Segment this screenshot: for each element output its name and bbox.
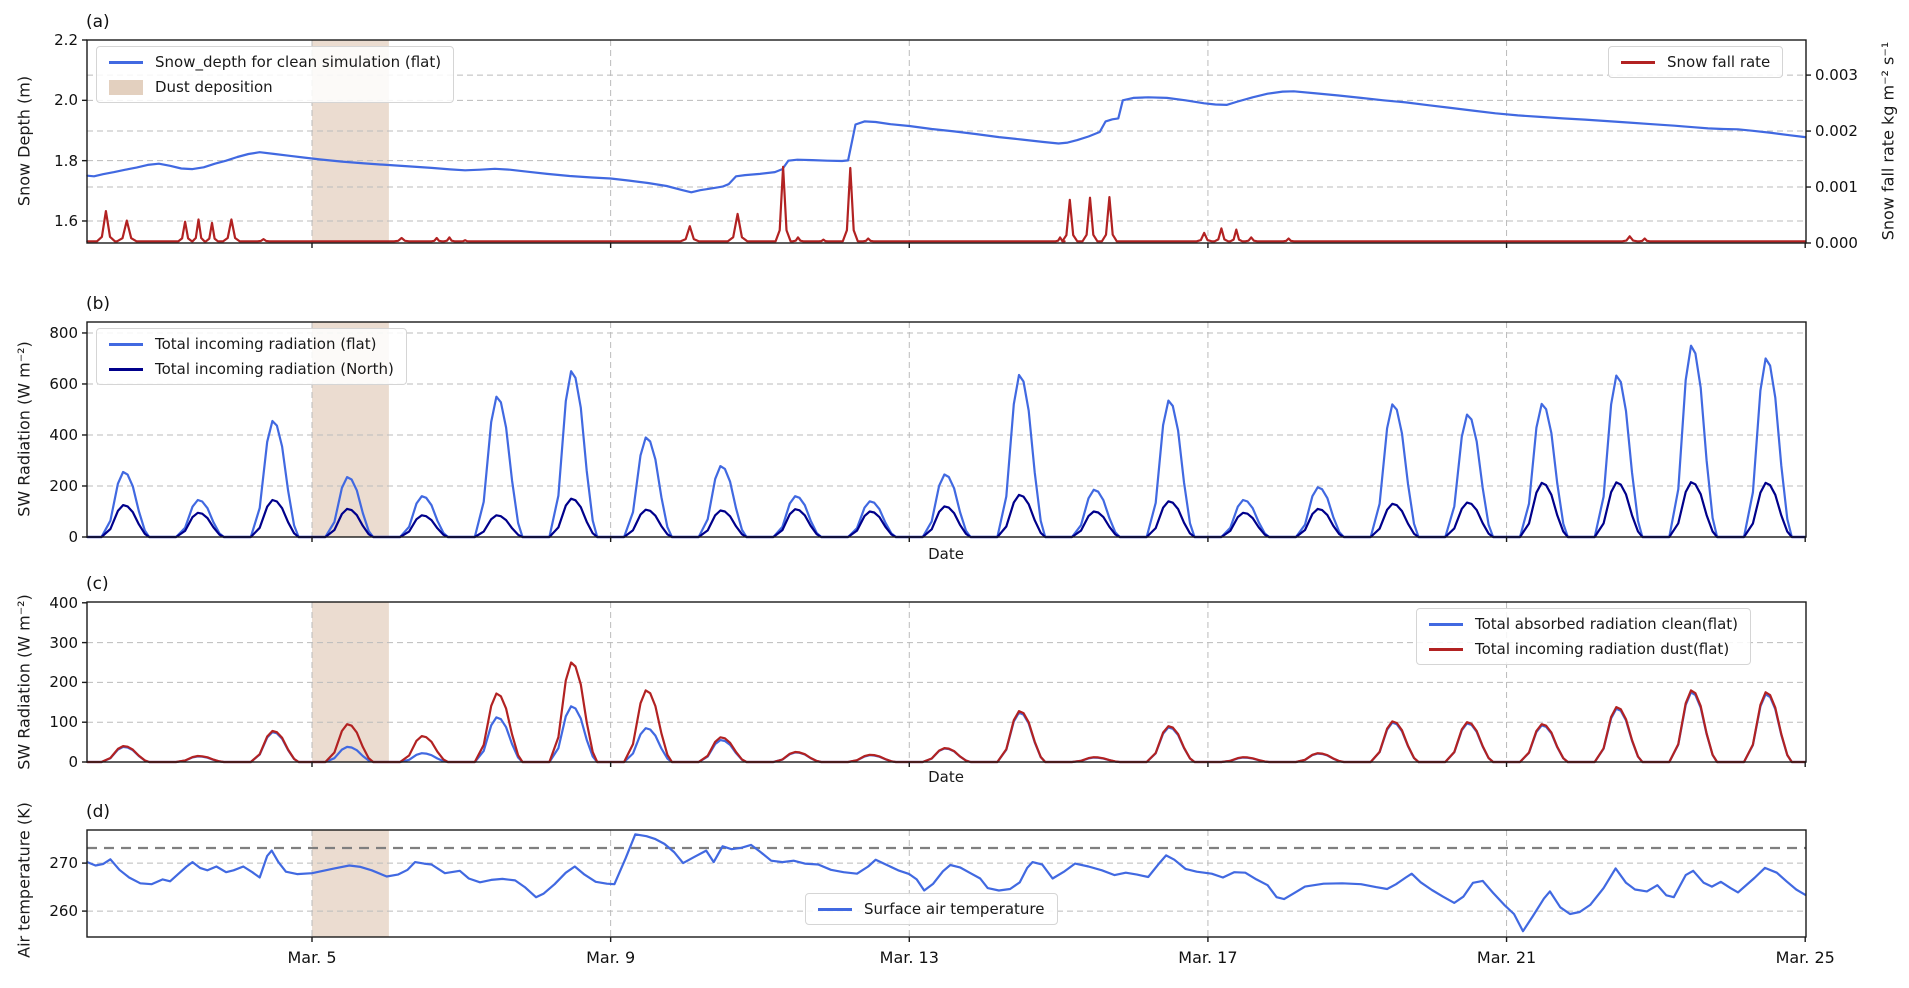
incoming-dust-line-swatch — [1429, 647, 1463, 651]
panel-b-letter: (b) — [86, 294, 111, 314]
panel-c-letter: (c) — [86, 574, 109, 594]
panel-a-border — [86, 39, 1807, 244]
legend-label: Dust deposition — [155, 78, 273, 96]
legend-item-dust-deposition: Dust deposition — [109, 78, 441, 96]
a-ytick-right-label: 0.002 — [1815, 122, 1858, 141]
series-surface-air-temperature — [86, 833, 1807, 933]
a-ytick-label: 2.0 — [54, 91, 78, 110]
dust-deposition-band-d — [312, 830, 389, 937]
legend-label: Surface air temperature — [864, 900, 1045, 918]
snow-depth-line-swatch — [109, 60, 143, 64]
xtick-label-5: Mar. 5 — [287, 948, 337, 967]
a-ytick-label: 1.8 — [54, 151, 78, 170]
incoming-north-line-swatch — [109, 367, 143, 371]
legend-label: Total absorbed radiation clean(flat) — [1475, 615, 1739, 633]
series-total-incoming-radiation-north- — [86, 481, 1807, 539]
a-ytick-right-label: 0.003 — [1815, 66, 1858, 85]
a-ytick-right-label: 0.000 — [1815, 234, 1858, 252]
panel-d-ylabel: Air temperature (K) — [14, 802, 34, 958]
a-ytick-label: 2.2 — [54, 31, 78, 49]
snow-fall-line-swatch — [1621, 60, 1655, 64]
panel-a-letter: (a) — [86, 12, 110, 32]
panel-b-ylabel: SW Radiation (W m⁻²) — [14, 341, 34, 517]
panel-b-xlabel: Date — [928, 545, 964, 563]
panel-d-letter: (d) — [86, 802, 111, 822]
series-total-incoming-radiation-flat- — [86, 344, 1807, 539]
xtick-label-13: Mar. 13 — [879, 948, 939, 967]
a-ytick-right-label: 0.001 — [1815, 178, 1858, 197]
xtick-label-9: Mar. 9 — [586, 948, 636, 967]
xtick-label-21: Mar. 21 — [1476, 948, 1537, 967]
d-ytick-label: 270 — [49, 854, 78, 873]
legend-item-absorbed-clean: Total absorbed radiation clean(flat) — [1429, 615, 1738, 633]
c-ytick-label: 400 — [49, 593, 78, 612]
panel-b-border — [86, 321, 1807, 538]
incoming-flat-line-swatch — [109, 342, 143, 346]
xtick-label-17: Mar. 17 — [1178, 948, 1238, 967]
b-ytick-label: 800 — [49, 323, 78, 342]
panel-a-ylabel: Snow Depth (m) — [14, 75, 34, 207]
c-ytick-label: 200 — [49, 673, 78, 692]
series-snow-fall-rate — [86, 165, 1807, 243]
legend-item-incoming-flat: Total incoming radiation (flat) — [109, 335, 394, 353]
panel-d-legend: Surface air temperature — [805, 893, 1058, 925]
xtick-label-25: Mar. 25 — [1775, 948, 1835, 967]
absorbed-clean-line-swatch — [1429, 622, 1463, 626]
panel-d-border — [86, 829, 1807, 938]
panel-c-legend: Total absorbed radiation clean(flat) Tot… — [1416, 608, 1752, 665]
a-ytick-label: 1.6 — [54, 211, 78, 230]
panel-c-xlabel: Date — [928, 768, 964, 786]
c-ytick-label: 0 — [68, 753, 78, 771]
b-ytick-label: 200 — [49, 476, 78, 495]
c-ytick-label: 300 — [49, 633, 78, 652]
series-total-incoming-radiation-dust-flat- — [86, 661, 1807, 764]
surface-air-temp-line-swatch — [818, 907, 852, 911]
legend-item-surface-air-temp: Surface air temperature — [818, 900, 1045, 918]
b-ytick-label: 0 — [68, 528, 78, 546]
legend-label: Total incoming radiation dust(flat) — [1475, 640, 1730, 658]
panel-a-legend-right: Snow fall rate — [1608, 46, 1784, 78]
b-ytick-label: 400 — [49, 425, 78, 444]
legend-item-incoming-dust: Total incoming radiation dust(flat) — [1429, 640, 1738, 658]
legend-label: Snow_depth for clean simulation (flat) — [155, 53, 442, 71]
legend-label: Total incoming radiation (flat) — [155, 335, 377, 353]
d-ytick-label: 260 — [49, 902, 78, 921]
b-ytick-label: 600 — [49, 374, 78, 393]
legend-item-snow-depth: Snow_depth for clean simulation (flat) — [109, 53, 441, 71]
c-ytick-label: 100 — [49, 713, 78, 732]
series-snow-depth-for-clean-simulation-flat- — [86, 90, 1807, 194]
panel-a-legend: Snow_depth for clean simulation (flat) D… — [96, 46, 455, 103]
dust-patch-swatch — [109, 79, 143, 95]
legend-item-snow-fall-rate: Snow fall rate — [1621, 53, 1770, 71]
panel-c-ylabel: SW Radiation (W m⁻²) — [14, 594, 34, 770]
panel-a-ylabel-right: Snow fall rate kg m⁻² s⁻¹ — [1878, 41, 1898, 241]
legend-item-incoming-north: Total incoming radiation (North) — [109, 360, 394, 378]
legend-label: Snow fall rate — [1667, 53, 1771, 71]
panel-b-legend: Total incoming radiation (flat) Total in… — [96, 328, 407, 385]
legend-label: Total incoming radiation (North) — [155, 360, 394, 378]
